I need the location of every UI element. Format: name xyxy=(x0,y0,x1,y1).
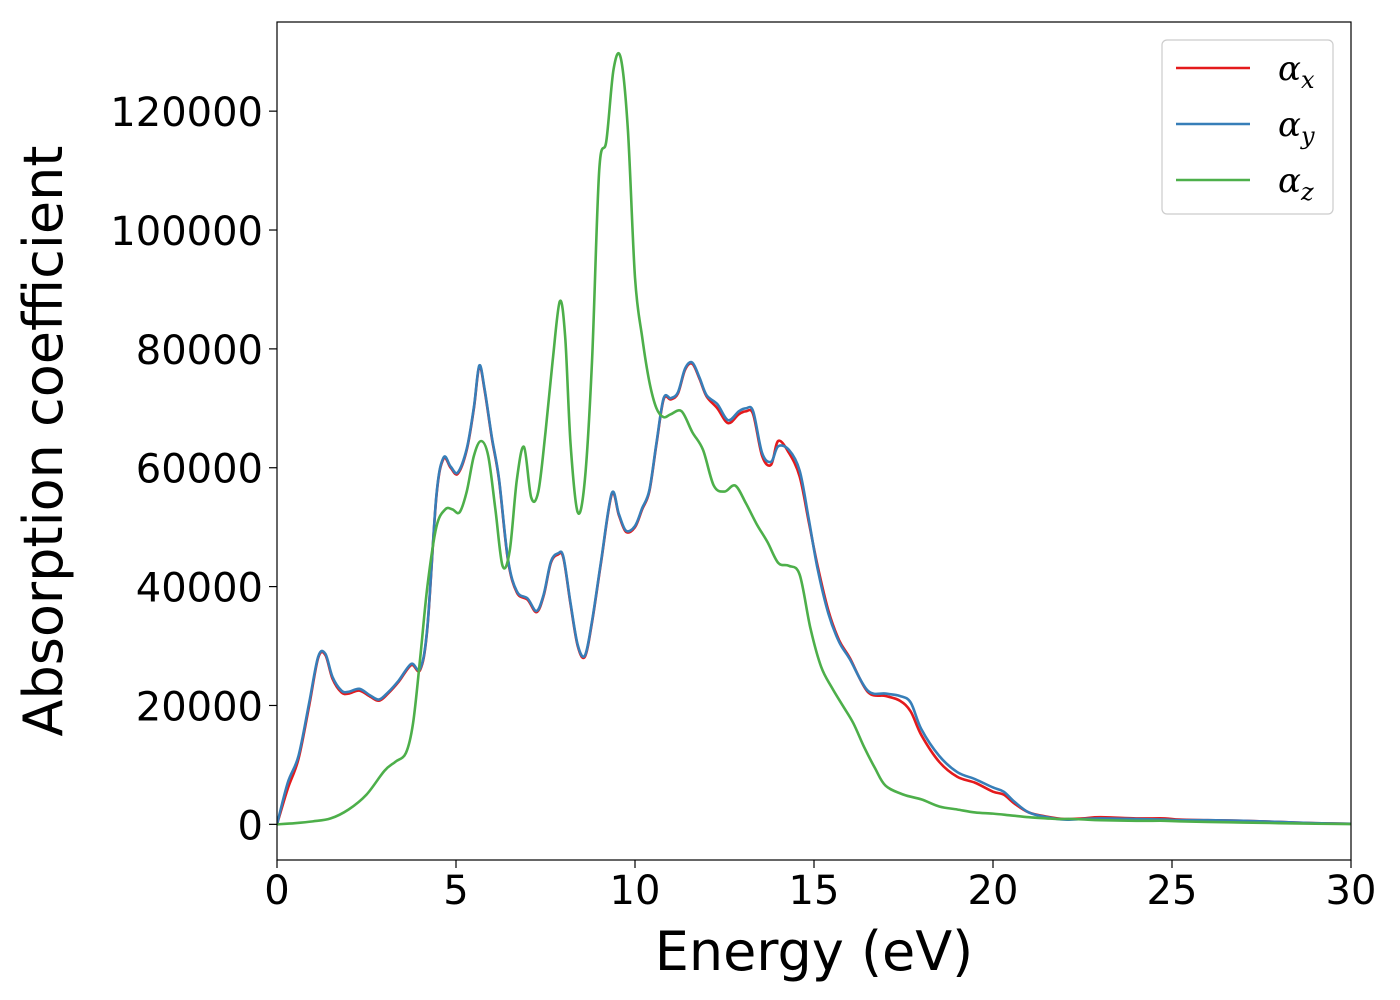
legend-label-alpha-y: αy xyxy=(1278,105,1315,150)
x-axis: 0 5 10 15 20 25 30 xyxy=(264,860,1376,914)
x-tick-label: 15 xyxy=(789,868,840,914)
y-tick-label: 20000 xyxy=(136,684,263,730)
y-tick-label: 120000 xyxy=(110,90,263,136)
x-tick-label: 5 xyxy=(443,868,468,914)
y-tick-label: 80000 xyxy=(136,328,263,374)
legend-label-alpha-x: αx xyxy=(1278,49,1315,94)
x-tick-label: 30 xyxy=(1326,868,1377,914)
legend: αx αy αz xyxy=(1161,39,1334,215)
x-tick-label: 20 xyxy=(968,868,1019,914)
series-layer xyxy=(277,52,1351,826)
x-tick-label: 25 xyxy=(1147,868,1198,914)
series-line-alpha-z xyxy=(277,52,1351,826)
y-tick-label: 0 xyxy=(238,803,263,849)
y-tick-label: 60000 xyxy=(136,447,263,493)
y-tick-label: 40000 xyxy=(136,566,263,612)
legend-label-alpha-z: αz xyxy=(1278,161,1314,206)
x-tick-label: 0 xyxy=(264,868,289,914)
y-tick-label: 100000 xyxy=(110,209,263,255)
series-line-alpha-y xyxy=(277,360,1351,826)
y-axis: 0 20000 40000 60000 80000 100000 120000 xyxy=(110,90,277,849)
x-tick-label: 10 xyxy=(610,868,661,914)
x-axis-title: Energy (eV) xyxy=(655,920,974,983)
y-axis-title: Absorption coefficient xyxy=(12,146,75,737)
legend-box xyxy=(1161,39,1334,215)
